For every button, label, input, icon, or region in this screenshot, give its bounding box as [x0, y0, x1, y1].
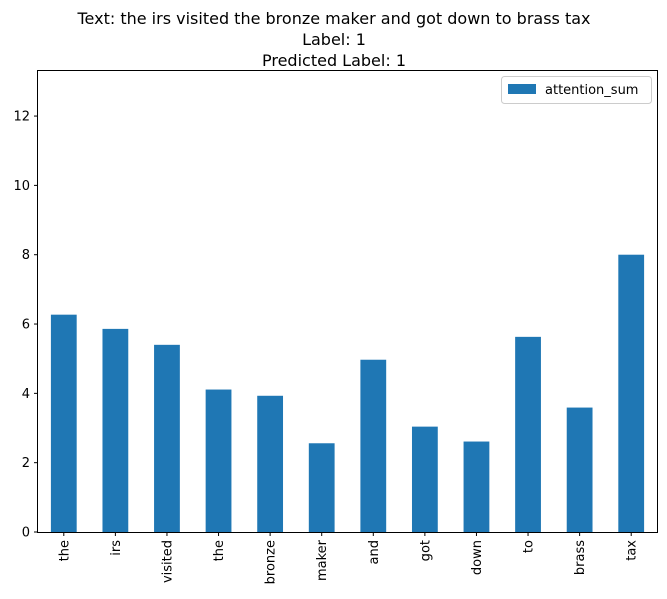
bar-the — [50, 314, 77, 532]
bar-and — [360, 359, 387, 532]
legend-label: attention_sum — [545, 83, 638, 98]
x-tick-label: maker — [315, 539, 330, 581]
bar-to — [515, 336, 541, 532]
y-axis: 0 2 4 6 8 10 12 — [13, 110, 38, 541]
legend-box — [501, 76, 652, 104]
x-tick-label: tax — [625, 540, 640, 561]
x-tick-label: down — [470, 540, 485, 575]
title-line-text: Text: the irs visited the bronze maker a… — [77, 9, 591, 28]
bar-visited — [154, 344, 180, 532]
title-line-predicted-label: Predicted Label: 1 — [262, 51, 406, 70]
x-tick-label: to — [522, 540, 537, 553]
y-tick-label: 0 — [22, 526, 30, 541]
bar-brass — [566, 407, 593, 532]
x-tick-label: got — [418, 540, 433, 561]
bar-irs — [102, 328, 129, 532]
y-tick-label: 12 — [13, 110, 30, 125]
x-tick-label: the — [212, 540, 227, 561]
title-line-label: Label: 1 — [302, 30, 366, 49]
x-tick-label: and — [367, 540, 382, 564]
legend-swatch — [508, 84, 536, 94]
bar-maker — [308, 443, 335, 532]
chart-title: Text: the irs visited the bronze maker a… — [77, 9, 591, 70]
x-tick-label: irs — [109, 540, 124, 556]
y-tick-label: 10 — [13, 179, 30, 194]
x-tick-label: brass — [573, 540, 588, 575]
bar-tax — [618, 254, 645, 532]
y-tick-label: 6 — [22, 318, 30, 333]
bars-group — [50, 254, 645, 532]
bar-the — [205, 389, 232, 532]
bar-bronze — [257, 395, 284, 532]
y-tick-label: 8 — [22, 248, 30, 263]
y-tick-label: 2 — [22, 456, 30, 471]
x-tick-label: visited — [160, 540, 175, 583]
y-tick-label: 4 — [22, 387, 30, 402]
plot-frame — [37, 70, 658, 533]
bar-down — [463, 441, 490, 532]
legend: attention_sum — [501, 76, 652, 104]
x-tick-label: bronze — [264, 540, 279, 584]
x-tick-label: the — [57, 540, 72, 561]
x-axis: the irs visited the bronze maker and got down to b… — [57, 532, 640, 584]
bar-got — [411, 426, 438, 532]
